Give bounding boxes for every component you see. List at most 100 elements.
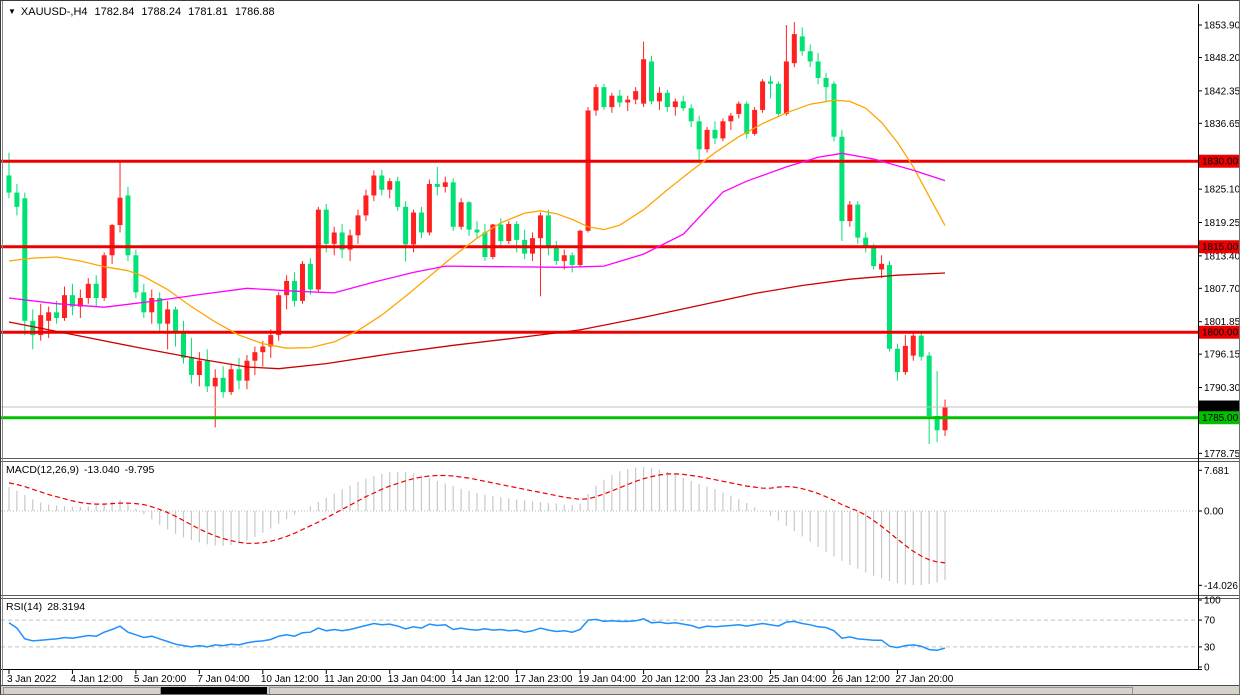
price-tick-label: 1813.40 xyxy=(1204,251,1240,262)
candle xyxy=(712,121,718,145)
rsi-panel xyxy=(1,618,1198,652)
ma-orange-line xyxy=(8,99,946,349)
candle xyxy=(450,178,456,231)
price-tick-label: 1790.30 xyxy=(1204,383,1240,394)
candle xyxy=(641,41,647,108)
candle xyxy=(260,340,266,367)
svg-text:1785.00: 1785.00 xyxy=(1202,413,1239,424)
candle xyxy=(918,332,924,361)
candle xyxy=(799,27,805,56)
macd-name: MACD(12,26,9) xyxy=(6,464,79,476)
candle xyxy=(863,232,869,253)
candle xyxy=(815,52,821,85)
time-tick-label: 7 Jan 04:00 xyxy=(197,674,250,685)
macd-signal-value: -9.795 xyxy=(124,464,155,476)
symbol-dropdown-icon[interactable]: ▼ xyxy=(8,7,16,16)
candle xyxy=(125,186,131,261)
candle xyxy=(323,203,329,253)
candle xyxy=(355,209,361,244)
horizontal-lines xyxy=(1,159,1198,420)
candle xyxy=(299,260,305,304)
candle xyxy=(30,309,36,350)
macd-histogram xyxy=(8,467,946,586)
candle xyxy=(855,201,861,244)
price-tick-label: 1853.90 xyxy=(1204,21,1240,32)
candle xyxy=(664,89,670,112)
candle xyxy=(474,221,480,238)
candle xyxy=(831,81,837,142)
candle xyxy=(894,343,900,381)
candle xyxy=(244,355,250,390)
macd-signal-line xyxy=(8,473,946,564)
macd-axis-label: -14.026 xyxy=(1204,581,1238,592)
candle xyxy=(236,357,242,390)
macd-axis-label: 7.681 xyxy=(1204,466,1229,477)
candle xyxy=(363,189,369,222)
price-axis: 1853.90 1848.20 1842.35 1836.65 1825.10 1819.… xyxy=(1198,4,1240,674)
price-badge: 1830.00 xyxy=(1199,154,1239,168)
symbol-timeframe-label: XAUUSD-,H4 xyxy=(20,6,88,18)
rsi-axis-label: 0 xyxy=(1204,663,1210,674)
candle xyxy=(593,84,599,116)
candle xyxy=(752,107,758,136)
candle xyxy=(887,260,893,352)
rsi-name: RSI(14) xyxy=(6,601,43,613)
candle xyxy=(696,115,702,161)
price-tick-label: 1825.10 xyxy=(1204,185,1240,196)
candle xyxy=(418,206,424,239)
time-tick-label: 3 Jan 2022 xyxy=(7,674,57,685)
candle xyxy=(252,346,258,375)
candle xyxy=(633,87,639,105)
candle xyxy=(54,300,60,324)
price-badge: 1786.88 xyxy=(1199,400,1239,414)
candle xyxy=(292,272,298,307)
price-tick-label: 1807.70 xyxy=(1204,284,1240,295)
candle xyxy=(775,81,781,116)
rsi-axis-label: 100 xyxy=(1204,596,1221,607)
candle xyxy=(625,95,631,112)
candle xyxy=(522,229,528,260)
candle xyxy=(736,101,742,119)
time-tick-label: 19 Jan 04:00 xyxy=(578,674,636,685)
statusbar-cell-3 xyxy=(269,687,1133,694)
candle xyxy=(879,255,885,279)
candle xyxy=(395,176,401,211)
chart-header: ▼ XAUUSD-,H4 1782.84 1788.24 1781.81 1786.88 xyxy=(8,6,275,18)
candle xyxy=(482,223,488,261)
candle xyxy=(768,75,774,99)
time-tick-label: 25 Jan 04:00 xyxy=(769,674,827,685)
rsi-value: 28.3194 xyxy=(47,601,86,613)
svg-text:1800.00: 1800.00 xyxy=(1202,328,1239,339)
candle xyxy=(315,206,321,293)
candle xyxy=(569,252,575,273)
time-tick-label: 27 Jan 20:00 xyxy=(895,674,953,685)
candle xyxy=(506,221,512,244)
candle xyxy=(307,258,313,295)
candle xyxy=(38,303,44,341)
candle xyxy=(680,95,686,112)
status-bar xyxy=(1,685,1239,694)
panel-separators xyxy=(1,458,1239,599)
candle xyxy=(910,332,916,361)
candle xyxy=(601,83,607,110)
rsi-indicator-label: RSI(14) 28.3194 xyxy=(6,601,85,613)
candle xyxy=(165,300,171,350)
candle xyxy=(331,226,337,256)
candle xyxy=(823,72,829,102)
candle xyxy=(22,192,28,336)
macd-panel xyxy=(1,467,1198,586)
candle xyxy=(204,349,210,393)
ohlc-close-value: 1786.88 xyxy=(234,6,275,18)
candle xyxy=(728,112,734,130)
candle xyxy=(609,92,615,113)
time-axis: 3 Jan 2022 4 Jan 12:00 5 Jan 20:00 7 Jan 04… xyxy=(1,669,1202,685)
candle xyxy=(173,306,179,347)
ohlc-high-value: 1788.24 xyxy=(141,6,182,18)
time-tick-label: 4 Jan 12:00 xyxy=(70,674,123,685)
candle xyxy=(537,212,543,297)
candle xyxy=(720,118,726,142)
price-tick-label: 1842.35 xyxy=(1204,86,1240,97)
time-tick-label: 5 Jan 20:00 xyxy=(134,674,187,685)
